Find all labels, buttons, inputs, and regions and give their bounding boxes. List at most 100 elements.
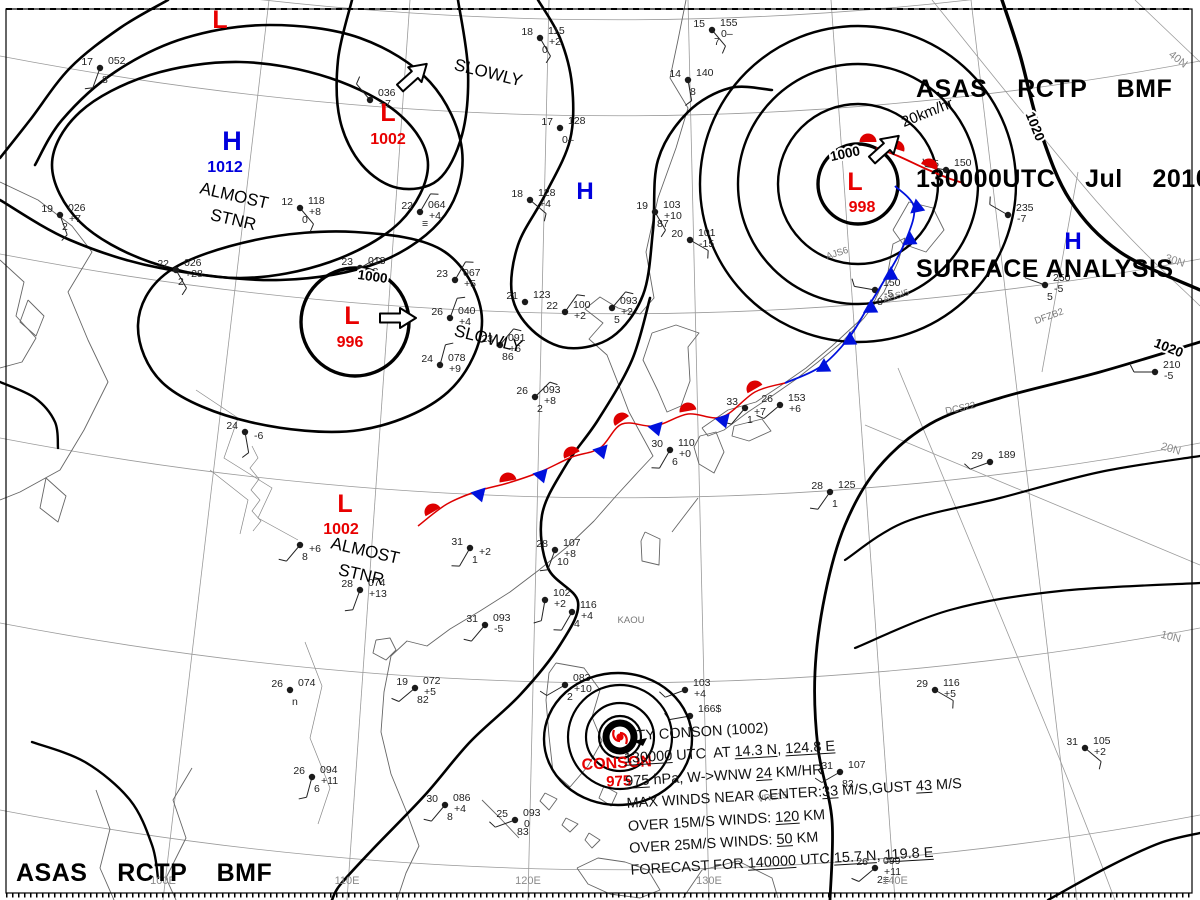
station-extra: 8 [690, 86, 696, 98]
wind-barb-tick [545, 55, 551, 64]
station-circle [826, 488, 834, 496]
station-tendency: +4 [694, 688, 706, 700]
latitude-label: 30N [1163, 252, 1186, 270]
station-pressure: 091 [508, 332, 526, 344]
graticule-extra-line [1134, 0, 1200, 63]
wind-barb [934, 689, 954, 701]
typhoon-glyph [612, 729, 628, 745]
station-temperature: 24 [226, 420, 238, 432]
station-temperature: 23 [341, 256, 353, 268]
wind-barb [1084, 747, 1102, 762]
wind-barb-tick [660, 229, 666, 238]
wind-barb-tick [539, 690, 548, 696]
coastlines [0, 0, 945, 900]
station-pressure: 026 [184, 257, 202, 269]
wind-barb-tick [539, 569, 548, 572]
wind-barb [611, 291, 626, 309]
coastline [561, 817, 579, 833]
station-tendency: +7 [69, 213, 81, 225]
high-center-symbol: H [222, 126, 242, 156]
station-plot: 28 074+13 [341, 577, 387, 612]
graticule-extra-line [864, 424, 1200, 566]
station-circle [56, 211, 64, 219]
station-pressure: 115 [548, 25, 565, 37]
station-extra: 0 [542, 44, 548, 56]
station-temperature: 19 [41, 203, 53, 215]
station-circle [511, 816, 519, 824]
wind-barb-tick [576, 294, 586, 297]
isobar-value-label: 1000 [829, 143, 862, 164]
isobar [853, 581, 1200, 650]
station-plot: 210-5 [1129, 359, 1181, 382]
station-tendency: +0 [679, 448, 691, 460]
station-pressure: 093 [523, 807, 541, 819]
wind-barb-tick [851, 278, 855, 287]
station-temperature: 15 [693, 18, 705, 30]
station-pressure: 153 [788, 392, 806, 404]
station-temperature: 30 [426, 793, 438, 805]
parallel-line [0, 622, 1200, 684]
station-tendency: -5 [1054, 283, 1063, 295]
annotation-text: STNR [209, 205, 258, 234]
station-circle [466, 544, 474, 552]
isobar-ring [816, 142, 900, 226]
station-tendency: +2 [1094, 746, 1106, 758]
station-circle [241, 428, 249, 436]
wind-barb-tick [181, 287, 187, 296]
station-temperature: 23 [436, 268, 448, 280]
wind-barb [459, 547, 471, 567]
station-extra: 1 [832, 498, 838, 510]
wind-barb-tick [423, 818, 432, 822]
station-circle [681, 686, 689, 694]
wind-barb-tick [659, 691, 666, 698]
center-pressure-value: 998 [849, 199, 876, 216]
typhoon-motion-arrow [633, 738, 647, 746]
wind-barb-tick [625, 291, 634, 295]
station-tendency: +8 [544, 395, 556, 407]
station-extra: 8 [102, 74, 108, 86]
station-extra: 2 [62, 221, 68, 233]
coastline [671, 497, 699, 533]
wind-barb-tick [457, 296, 466, 299]
station-plot: 31 093-5 [463, 612, 511, 642]
wind-barb [547, 549, 556, 570]
wind-barb-tick [241, 452, 249, 458]
station-temperature: 17 [541, 116, 553, 128]
station-circle [1041, 281, 1049, 289]
coastline [642, 324, 700, 413]
station-circle [441, 801, 449, 809]
meridian-line [527, 0, 550, 900]
station-extra: 2 [567, 691, 573, 703]
station-extra: 0 [302, 214, 308, 226]
station-pressure: 093 [620, 295, 638, 307]
station-pressure: 102 [553, 587, 571, 599]
warm-front-symbol [921, 158, 938, 171]
station-tendency: -15 [699, 238, 714, 250]
wind-barb-tick [1098, 761, 1102, 770]
typhoon-ring [602, 719, 638, 755]
wind-barb-tick [964, 463, 971, 470]
coastline [481, 799, 520, 839]
station-circle [686, 236, 694, 244]
wind-barb [689, 239, 709, 251]
isobar [0, 380, 60, 450]
station-temperature: 20 [671, 228, 683, 240]
wind-barb [989, 204, 1009, 216]
cold-front-symbol [883, 266, 899, 280]
station-tendency: +2 [479, 546, 491, 558]
river-line [249, 445, 262, 532]
isobar [136, 230, 484, 434]
station-pressure: 150 [883, 277, 901, 289]
chart-type-line: SURFACE ANALYSIS [916, 255, 1174, 283]
station-plot: 26 099+112≡ [851, 855, 901, 886]
station-tendency: +5 [944, 688, 956, 700]
ship-callsign: DCS22 [944, 400, 976, 417]
station-tendency: +10 [664, 210, 682, 222]
station-pressure: 128 [538, 187, 556, 199]
